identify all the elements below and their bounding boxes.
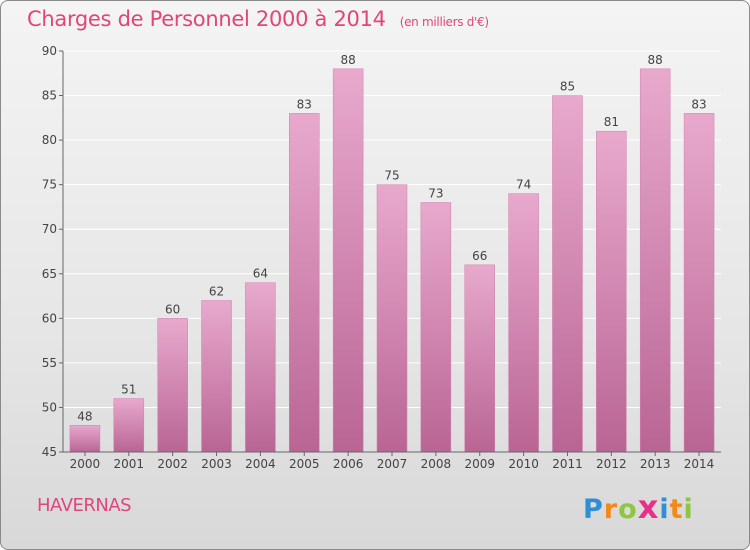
bar [157,318,188,453]
bar-value-label: 85 [560,80,575,94]
bar-value-label: 88 [648,53,663,67]
x-tick-label: 2012 [596,457,627,471]
logo-letter: P [583,494,604,525]
bar [245,282,276,453]
x-tick-label: 2000 [70,457,101,471]
y-tick-label: 50 [42,400,57,414]
logo-letter: i [683,494,694,525]
commune-name: HAVERNAS [37,495,132,516]
bar-value-label: 75 [384,169,399,183]
chart-title: Charges de Personnel 2000 à 2014 (en mill… [27,7,489,31]
x-tick-label: 2004 [245,457,276,471]
x-tick-label: 2011 [552,457,583,471]
y-tick-label: 70 [42,222,57,236]
x-tick-label: 2007 [377,457,408,471]
bar [376,184,408,453]
bar [683,113,715,453]
y-tick-label: 45 [42,445,57,459]
y-tick-label: 90 [42,44,57,58]
y-tick-label: 65 [42,267,57,281]
bar [508,193,539,453]
y-tick-label: 75 [42,178,57,192]
y-tick-label: 55 [42,356,57,370]
x-tick-label: 2009 [464,457,495,471]
bar-value-label: 64 [253,267,268,281]
bar-value-label: 48 [77,409,92,423]
bar [113,398,145,453]
logo-letter: x [637,488,660,526]
bar [596,130,627,453]
bar [332,68,364,453]
bar [552,95,583,453]
bar-value-label: 81 [604,115,619,129]
bar [420,202,452,453]
bar-value-label: 62 [209,285,224,299]
x-tick-label: 2013 [640,457,671,471]
logo-letter: i [659,494,670,525]
bar [69,425,101,453]
bar-value-label: 51 [121,383,136,397]
bars: 48 51 60 62 64 83 88 75 73 66 74 85 81 88 83 [69,53,715,453]
chart-subtitle: (en milliers d'€) [399,15,489,29]
bar [464,264,495,453]
y-axis: 45 50 55 60 65 70 75 80 85 90 [42,44,64,459]
bar [639,68,671,453]
x-tick-label: 2002 [157,457,188,471]
bar [289,113,320,453]
x-axis: 2000 2001 2002 2003 2004 2005 2006 2007 2008 2009… [63,451,721,471]
x-tick-label: 2001 [114,457,145,471]
x-tick-label: 2003 [201,457,232,471]
logo-letter: o [618,494,638,525]
x-tick-label: 2005 [289,457,320,471]
bar-value-label: 83 [297,97,312,111]
logo-letter: t [669,494,684,525]
bar-value-label: 73 [428,186,443,200]
bar-value-label: 88 [340,53,355,67]
logo-letter: r [603,494,619,525]
y-tick-label: 60 [42,311,57,325]
bar-value-label: 74 [516,178,531,192]
bar-value-label: 83 [691,97,706,111]
y-tick-label: 80 [42,133,57,147]
proxiti-logo[interactable]: Proxiti [583,488,694,526]
x-tick-label: 2010 [508,457,539,471]
x-tick-label: 2008 [421,457,452,471]
y-tick-label: 85 [42,89,57,103]
chart-title-text: Charges de Personnel 2000 à 2014 [27,7,386,31]
x-tick-label: 2006 [333,457,364,471]
bar [201,300,232,453]
x-tick-label: 2014 [684,457,715,471]
bar-value-label: 60 [165,302,180,316]
bar-value-label: 66 [472,249,487,263]
